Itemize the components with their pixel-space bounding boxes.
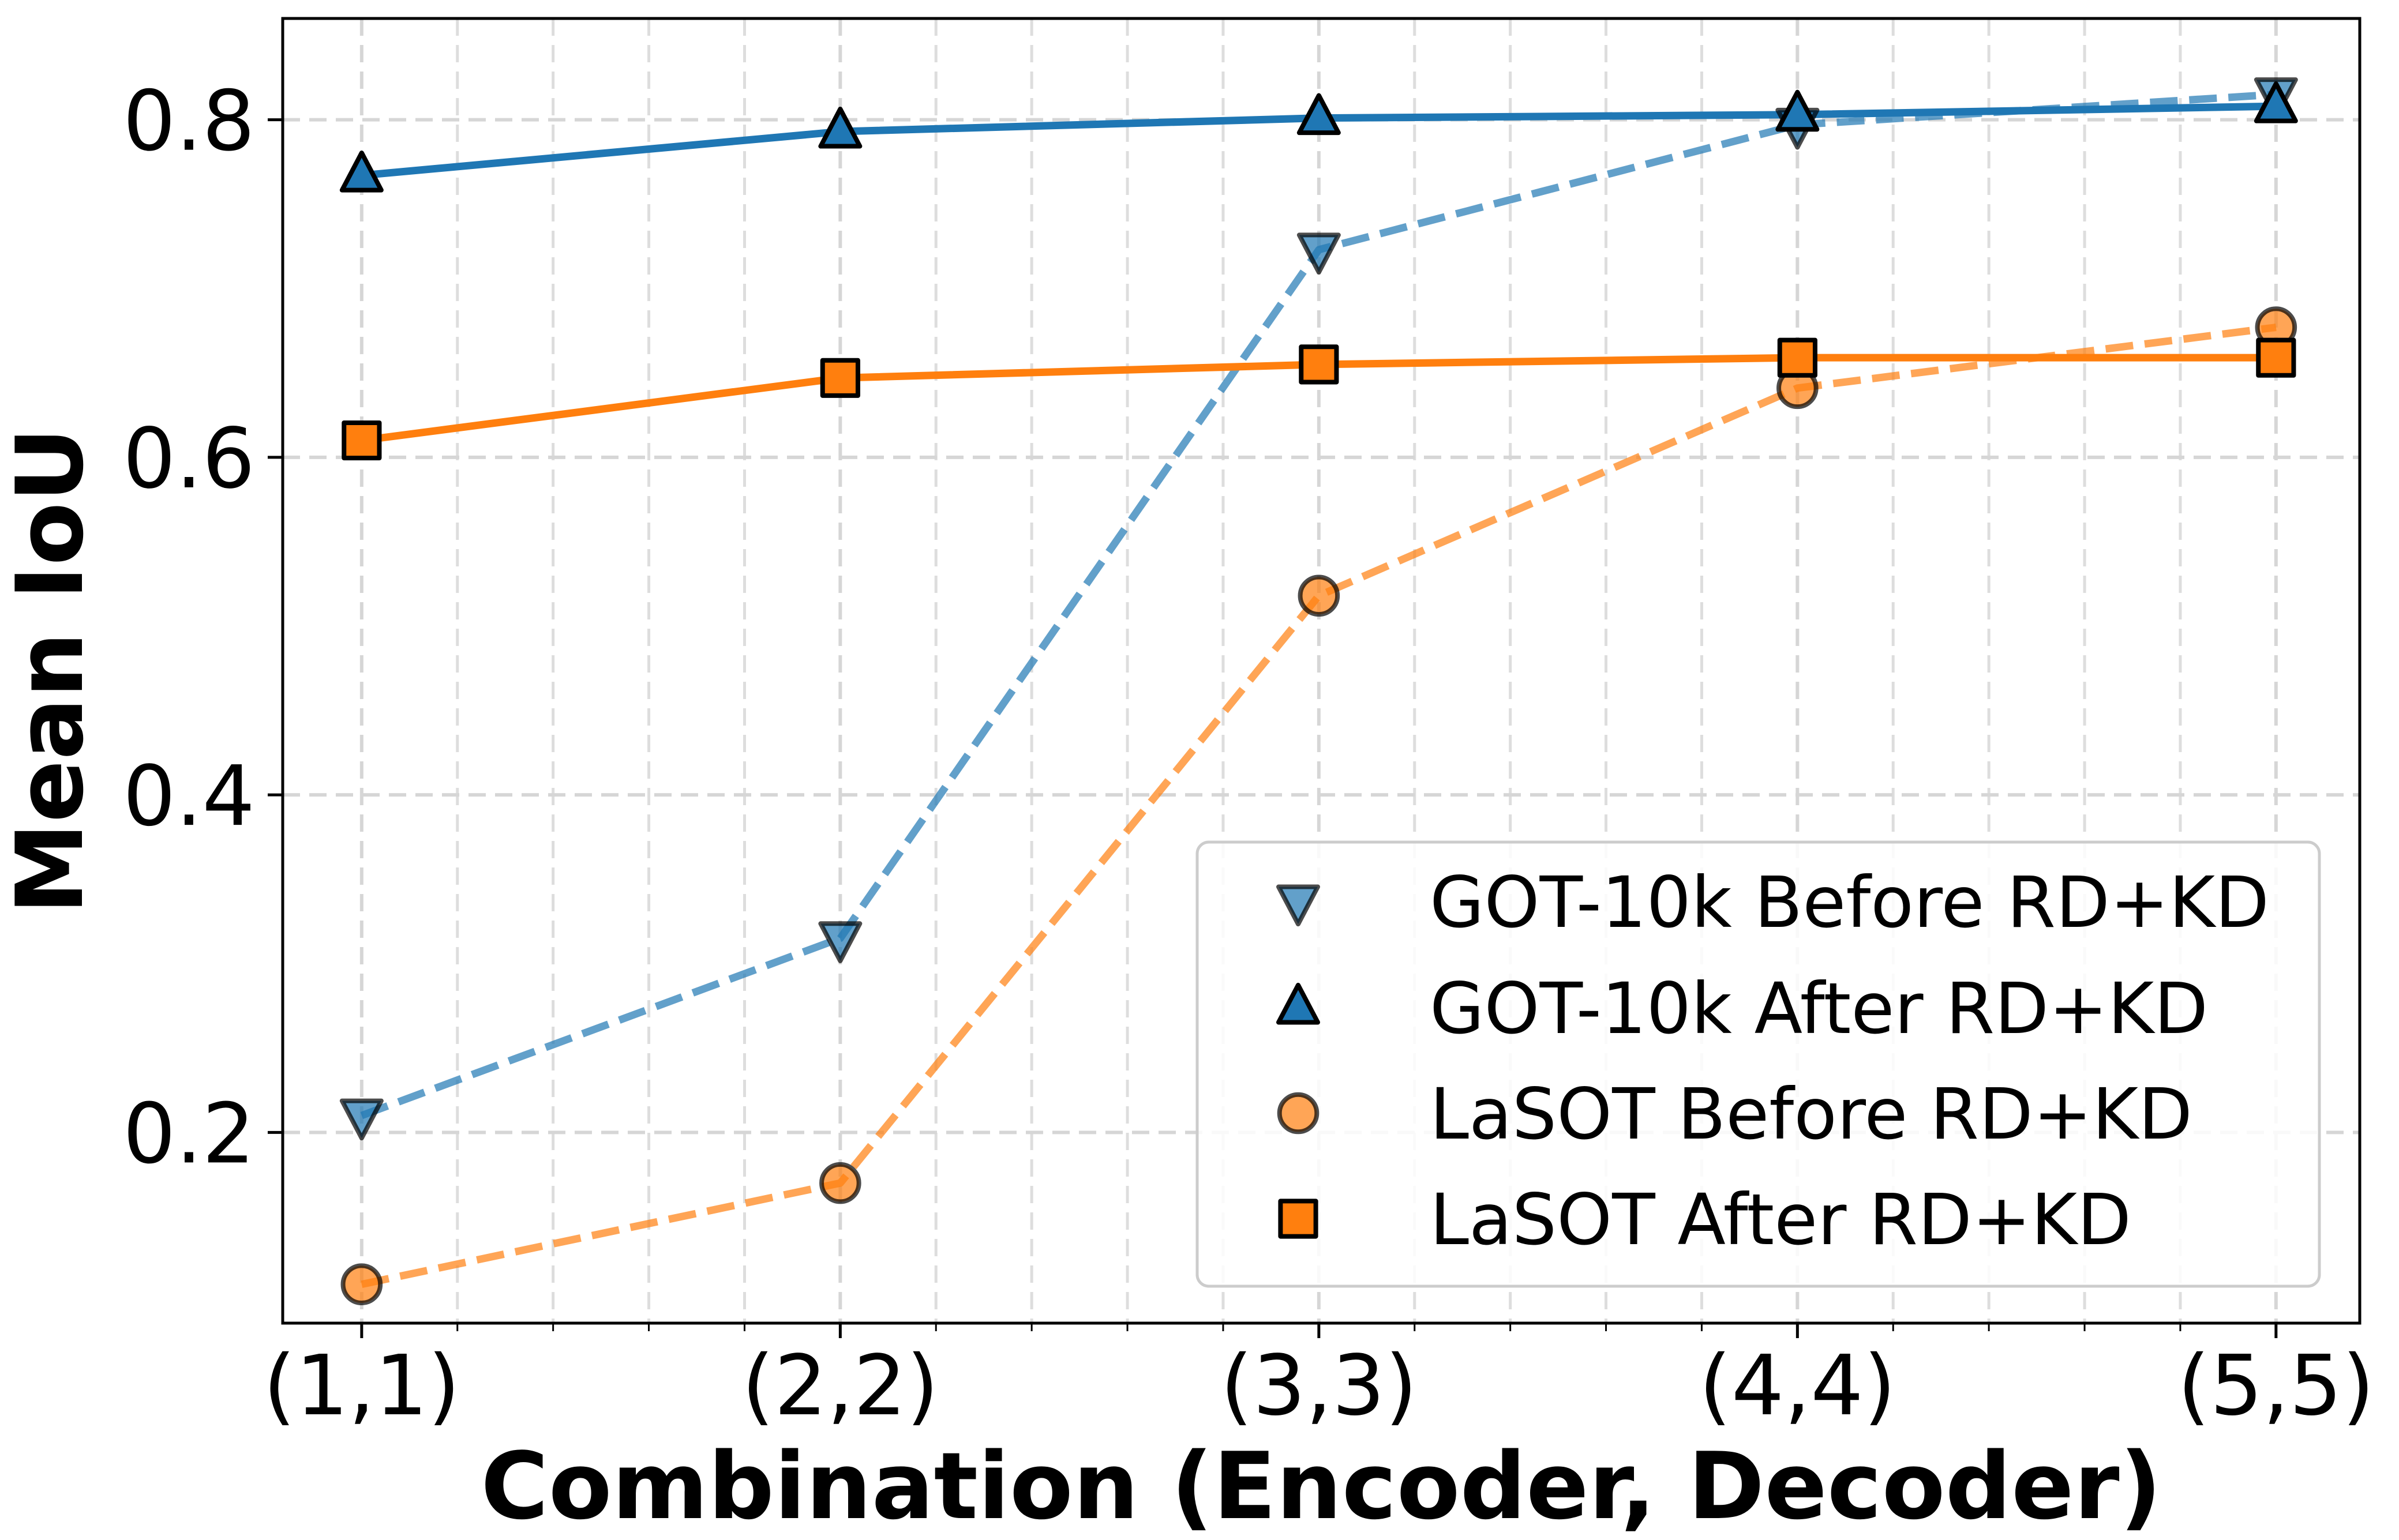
x-tick-label: (4,4): [1699, 1337, 1896, 1434]
lasot-after-rd-kd-point: [2256, 337, 2296, 378]
legend-marker: [1277, 1092, 1320, 1135]
got-10k-after-rd-kd-point: [818, 106, 863, 149]
got-10k-before-rd-kd-point: [339, 1098, 384, 1141]
legend-marker: [1276, 884, 1320, 927]
lasot-after-rd-kd-point: [1777, 337, 1817, 378]
legend-label: GOT-10k Before RD+KD: [1430, 862, 2269, 944]
lasot-before-rd-kd-point: [819, 1162, 861, 1204]
got-10k-before-rd-kd-point: [1296, 232, 1341, 275]
y-tick-label: 0.4: [123, 748, 255, 844]
lasot-after-rd-kd-point: [1299, 344, 1339, 385]
legend-frame: [1195, 840, 2321, 1288]
got-10k-after-rd-kd-point: [2254, 81, 2298, 123]
got-10k-after-rd-kd-point: [1296, 93, 1341, 136]
legend-label: GOT-10k After RD+KD: [1430, 968, 2208, 1050]
x-tick-label: (5,5): [2177, 1337, 2374, 1434]
y-axis: 0.2 0.4 0.6 0.8: [123, 73, 283, 1182]
legend-label: LaSOT After RD+KD: [1430, 1179, 2131, 1261]
x-tick-label: (2,2): [742, 1337, 939, 1434]
got-10k-after-rd-kd-point: [1775, 89, 1820, 132]
x-axis: (1,1) (2,2) (3,3) (4,4) (5,5): [263, 1323, 2375, 1434]
lasot-after-rd-kd-point: [342, 420, 382, 461]
lasot-before-rd-kd-point: [1298, 574, 1340, 617]
series-markers: [339, 77, 2298, 1305]
plot-frame: [281, 17, 2361, 1325]
x-axis-title: Combination (Encoder, Decoder): [481, 1432, 2161, 1540]
got-10k-after-rd-kd-point: [339, 151, 384, 193]
got-10k-before-rd-kd-point: [818, 921, 863, 963]
x-tick-label: (3,3): [1220, 1337, 1417, 1434]
y-axis-title: Mean IoU: [0, 427, 104, 915]
lasot-after-rd-kd-point: [820, 358, 860, 398]
legend: GOT-10k Before RD+KD GOT-10k After RD+KD L…: [1195, 840, 2321, 1288]
y-tick-label: 0.6: [123, 410, 255, 507]
y-tick-label: 0.2: [123, 1085, 255, 1182]
lasot-before-rd-kd-point: [340, 1263, 383, 1305]
y-tick-label: 0.8: [123, 73, 255, 170]
legend-label: LaSOT Before RD+KD: [1430, 1073, 2192, 1155]
legend-marker: [1276, 982, 1320, 1025]
legend-marker: [1278, 1199, 1318, 1239]
x-tick-label: (1,1): [263, 1337, 460, 1434]
lasot-before-rd-kd-line: [361, 324, 2277, 1289]
